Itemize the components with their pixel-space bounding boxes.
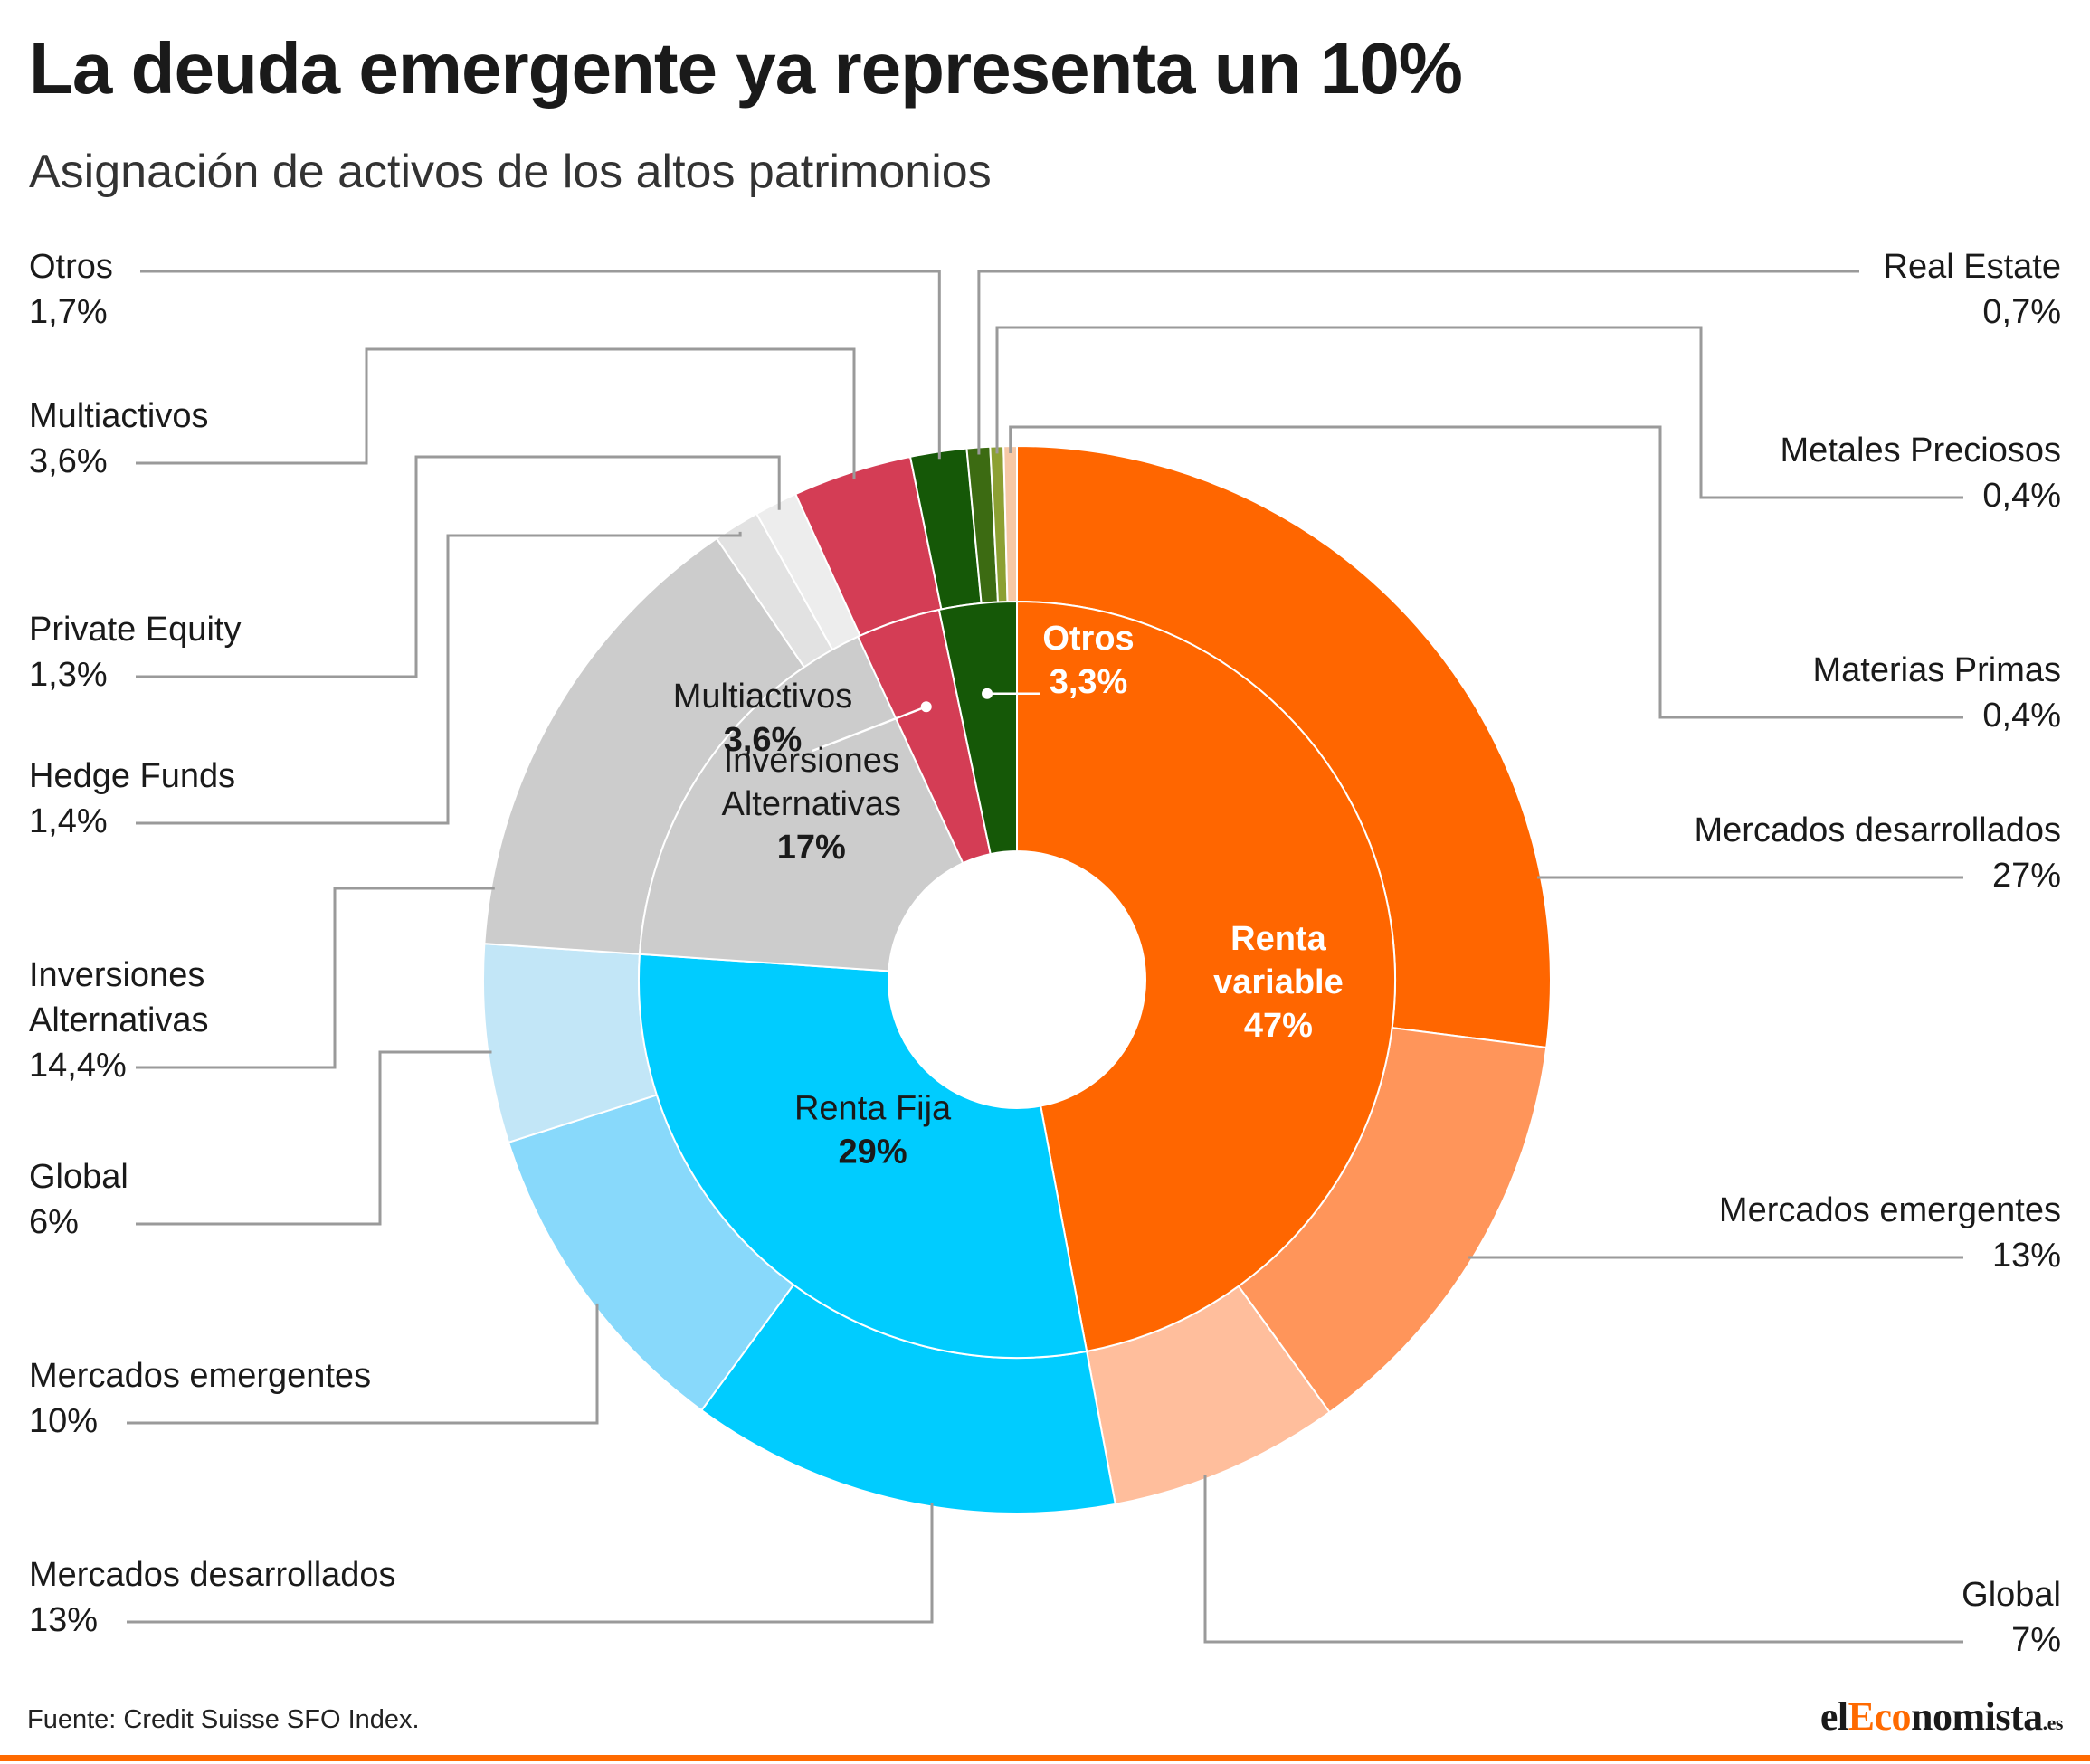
inner-slice-1-renta-fija xyxy=(638,953,1088,1359)
inner-ring xyxy=(638,600,1397,1359)
outer-label-12-metales-preciosos: Metales Preciosos 0,4% xyxy=(1781,432,2061,515)
source-note: Fuente: Credit Suisse SFO Index. xyxy=(27,1705,420,1734)
leader-line-12 xyxy=(995,326,1963,499)
leader-line-2 xyxy=(1203,1475,1963,1644)
outer-label-13-materias-primas: Materias Primas 0,4% xyxy=(1813,651,2062,735)
outer-label-9-multiactivos: Multiactivos 3,6% xyxy=(29,397,209,480)
logo-text-el: el xyxy=(1819,1694,1848,1739)
leader-line-10 xyxy=(140,270,941,460)
outer-label-2-global: Global 7% xyxy=(1962,1576,2061,1659)
outer-label-0-mercados-desarrollados: Mercados desarrollados 27% xyxy=(1694,811,2061,895)
logo-text-nomista: nomista xyxy=(1911,1694,2043,1739)
inner-label-1-renta-fija: Renta Fija 29% xyxy=(794,1089,952,1171)
callout-line-multiactivos xyxy=(812,706,927,753)
outer-label-11-real-estate: Real Estate 0,7% xyxy=(1884,248,2061,331)
leader-line-7 xyxy=(136,531,742,825)
outer-label-4-mercados-emergentes: Mercados emergentes 10% xyxy=(29,1357,371,1440)
inner-label-4-otros: Otros 3,3% xyxy=(1042,620,1134,701)
slice-labels: Mercados desarrollados 27% Mercados emerge… xyxy=(29,248,2061,1659)
inner-label-2-inversiones-alternativas: Inversiones Alternativas 17% xyxy=(722,742,902,867)
inner-slice-2-inversiones-alternativas xyxy=(638,635,964,972)
outer-label-8-private-equity: Private Equity 1,3% xyxy=(29,611,241,694)
chart-title: La deuda emergente ya representa un 10% xyxy=(29,28,1463,109)
bottom-accent-rule xyxy=(0,1755,2090,1761)
leader-line-11 xyxy=(977,270,1859,455)
outer-label-1-mercados-emergentes: Mercados emergentes 13% xyxy=(1719,1191,2061,1275)
outer-label-6-inversiones-alternativas: Inversiones Alternativas 14,4% xyxy=(29,956,209,1085)
inner-label-3-multiactivos: Multiactivos 3,6% xyxy=(673,678,853,759)
leader-line-13 xyxy=(1009,425,1963,719)
logo-text-eco: Eco xyxy=(1848,1694,1912,1739)
leader-line-5 xyxy=(136,1050,492,1226)
inner-label-0-renta-variable: Renta variable 47% xyxy=(1213,920,1344,1045)
outer-label-5-global: Global 6% xyxy=(29,1158,128,1241)
callout-dot-otros xyxy=(982,688,993,699)
publisher-logo: elEconomista.es xyxy=(1819,1693,2064,1740)
leader-line-6 xyxy=(136,887,495,1069)
outer-ring xyxy=(482,444,1552,1514)
chart-subtitle: Asignación de activos de los altos patri… xyxy=(29,146,992,198)
inner-slice-4-otros xyxy=(937,600,1018,856)
leader-line-9 xyxy=(136,347,856,479)
outer-label-10-otros: Otros 1,7% xyxy=(29,248,113,331)
outer-label-7-hedge-funds: Hedge Funds 1,4% xyxy=(29,757,235,840)
logo-text-suffix: .es xyxy=(2042,1712,2064,1734)
leader-lines xyxy=(127,270,1963,1644)
leader-line-4 xyxy=(127,1303,599,1425)
callout-dot-multiactivos xyxy=(920,701,932,713)
leader-line-8 xyxy=(136,455,781,678)
leader-line-3 xyxy=(127,1503,934,1624)
inner-slice-0-renta-variable xyxy=(1016,600,1397,1352)
outer-label-3-mercados-desarrollados: Mercados desarrollados 13% xyxy=(29,1556,396,1639)
